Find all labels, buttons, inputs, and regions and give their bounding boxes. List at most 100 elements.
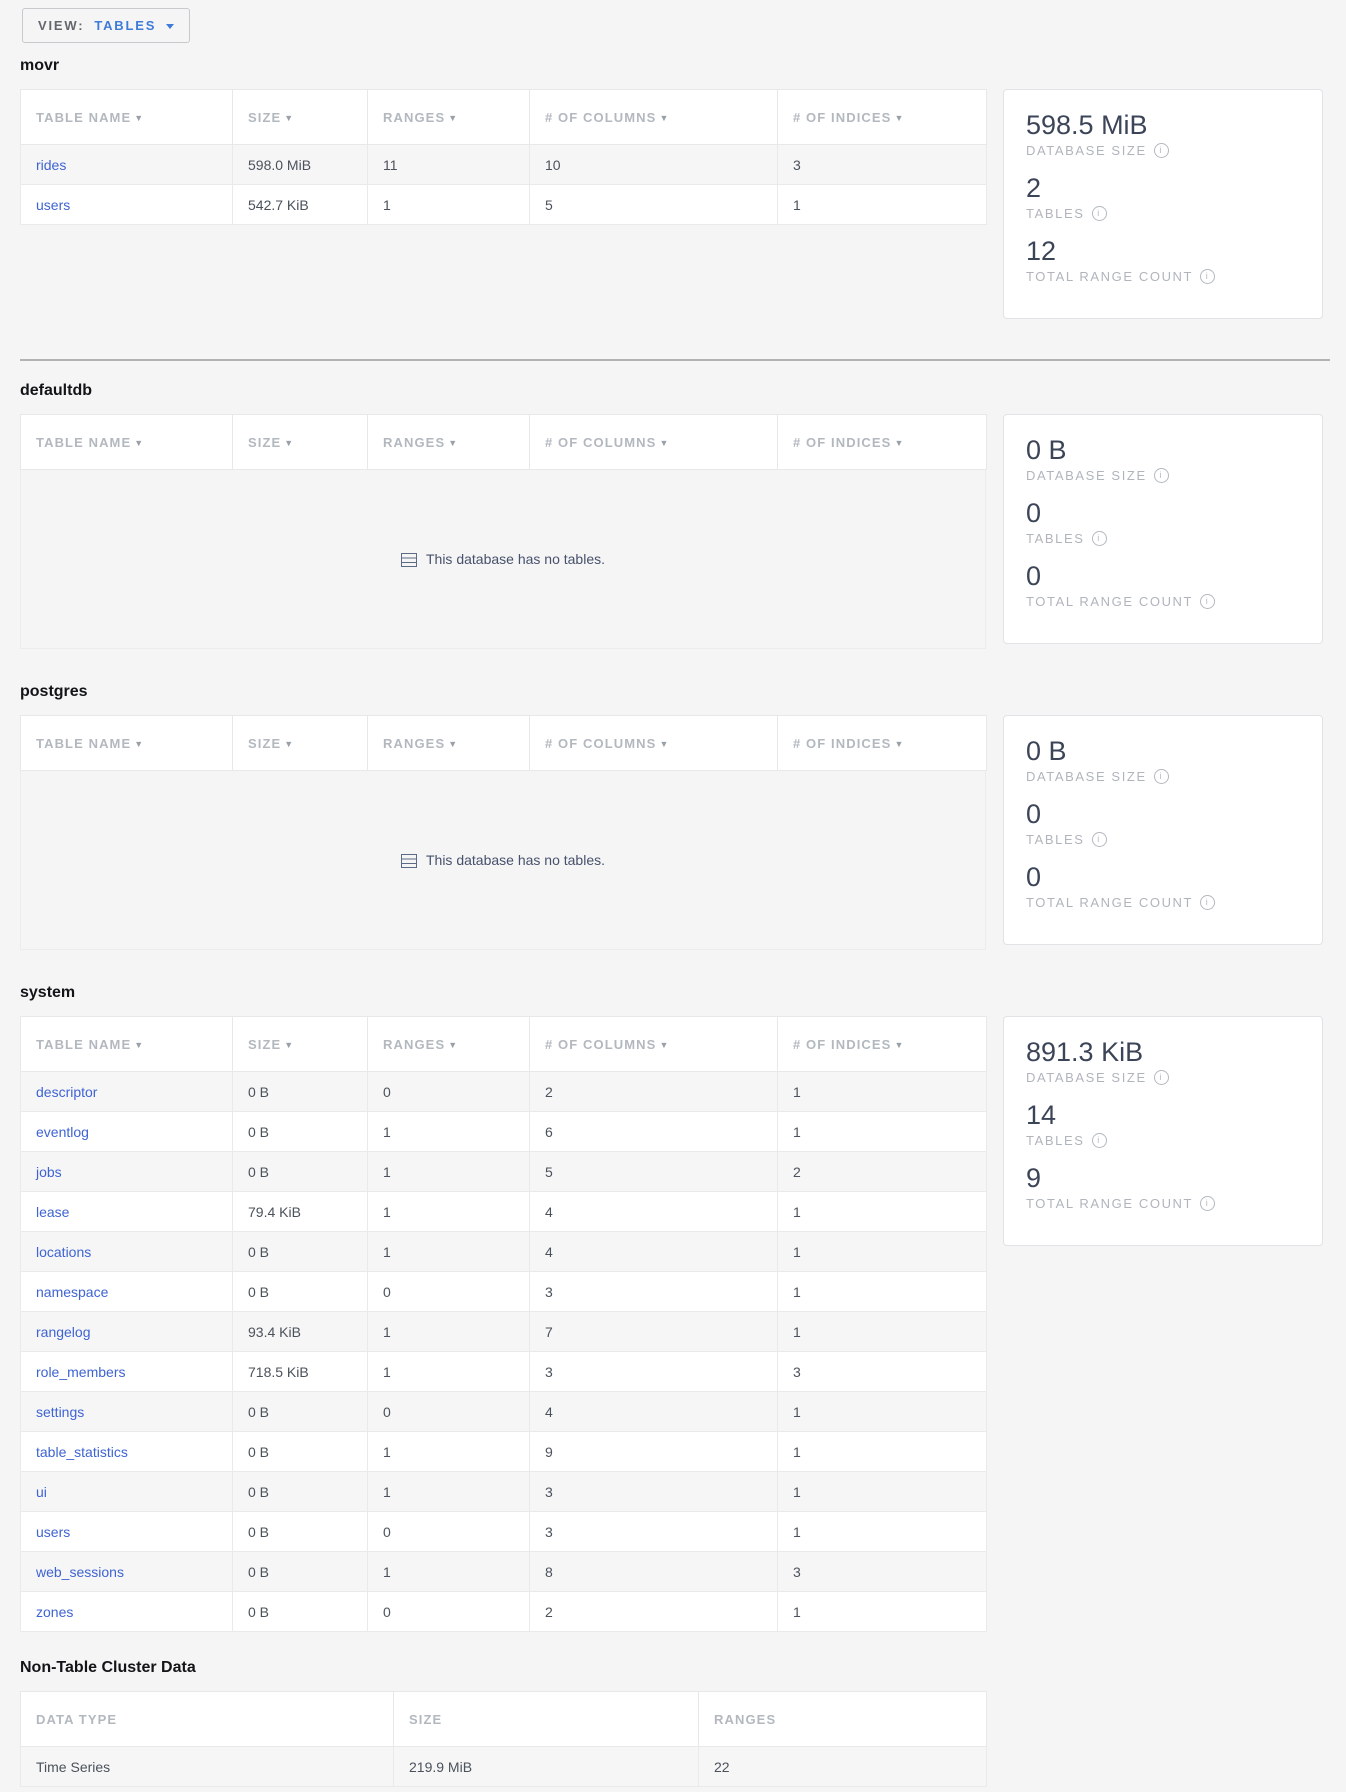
cell-value: 2 (545, 1083, 553, 1100)
table-name-link[interactable]: descriptor (36, 1083, 98, 1100)
data-table: TABLE NAME ▼ SIZE ▼ RANGES ▼ # OF COLUMNS ▼ # OF… (20, 715, 987, 771)
sort-caret-icon: ▼ (284, 437, 295, 448)
info-icon[interactable]: i (1200, 895, 1216, 910)
table-row: eventlog 0 B 1 6 1 (20, 1111, 987, 1152)
table-cell: locations (20, 1231, 233, 1272)
info-icon[interactable]: i (1153, 1070, 1169, 1085)
table-name-link[interactable]: users (36, 1523, 71, 1540)
table-name-link[interactable]: rangelog (36, 1323, 91, 1340)
table-name-link[interactable]: namespace (36, 1283, 109, 1300)
table-name-link[interactable]: lease (36, 1203, 70, 1220)
view-dropdown[interactable]: VIEW: TABLES (22, 8, 191, 43)
column-header-ranges[interactable]: RANGES ▼ (367, 715, 530, 771)
column-header-ranges[interactable]: RANGES ▼ (367, 89, 530, 145)
table-name-link[interactable]: role_members (36, 1363, 126, 1380)
total-range-count-label: TOTAL RANGE COUNT i (1026, 1196, 1300, 1211)
info-icon[interactable]: i (1153, 143, 1169, 158)
database-size-label: DATABASE SIZE i (1026, 1070, 1300, 1085)
tables-count-label-text: TABLES (1026, 531, 1085, 546)
column-header-label: TABLE NAME (36, 434, 132, 450)
table-name-link[interactable]: ui (36, 1483, 47, 1500)
column-header-ranges[interactable]: RANGES ▼ (367, 414, 530, 470)
table-cell: jobs (20, 1151, 233, 1192)
table-cell: 1 (777, 1511, 987, 1552)
info-icon[interactable]: i (1091, 832, 1107, 847)
column-header-label: TABLE NAME (36, 1036, 132, 1052)
column-header-table-name[interactable]: TABLE NAME ▼ (20, 414, 233, 470)
table-name-link[interactable]: users (36, 196, 71, 213)
table-name-link[interactable]: locations (36, 1243, 92, 1260)
table-name-link[interactable]: jobs (36, 1163, 62, 1180)
database-size-label: DATABASE SIZE i (1026, 468, 1300, 483)
info-icon[interactable]: i (1091, 206, 1107, 221)
table-name-link[interactable]: zones (36, 1603, 74, 1620)
cell-value: 0 B (248, 1603, 270, 1620)
column-header-size[interactable]: SIZE ▼ (232, 1016, 368, 1072)
info-icon[interactable]: i (1153, 769, 1169, 784)
cell-value: 0 B (248, 1563, 270, 1580)
cell-value: 22 (714, 1758, 730, 1775)
table-name-link[interactable]: eventlog (36, 1123, 89, 1140)
column-header-table-name[interactable]: TABLE NAME ▼ (20, 715, 233, 771)
cell-value: 1 (793, 1083, 801, 1100)
table-name-link[interactable]: rides (36, 156, 67, 173)
table-row: namespace 0 B 0 3 1 (20, 1271, 987, 1312)
table-cell: rides (20, 144, 233, 185)
sort-caret-icon: ▼ (448, 738, 459, 749)
empty-state-message: This database has no tables. (425, 852, 605, 868)
sort-caret-icon: ▼ (659, 1039, 670, 1050)
column-header-ranges[interactable]: RANGES ▼ (367, 1016, 530, 1072)
column-header-num-indices[interactable]: # OF INDICES ▼ (777, 414, 987, 470)
cell-value: 1 (793, 1403, 801, 1420)
database-size-stat: 598.5 MiB DATABASE SIZE i (1026, 109, 1300, 158)
column-header-num-indices[interactable]: # OF INDICES ▼ (777, 89, 987, 145)
database-size-label-text: DATABASE SIZE (1026, 1070, 1147, 1085)
info-icon[interactable]: i (1200, 594, 1216, 609)
column-header-label: # OF COLUMNS (545, 434, 657, 450)
column-header-table-name[interactable]: TABLE NAME ▼ (20, 1016, 233, 1072)
table-header-row: TABLE NAME ▼ SIZE ▼ RANGES ▼ # OF COLUMNS ▼ # OF… (20, 715, 987, 771)
table-name-link[interactable]: settings (36, 1403, 85, 1420)
column-header-label: # OF INDICES (793, 109, 892, 125)
column-header-num-columns[interactable]: # OF COLUMNS ▼ (529, 715, 778, 771)
info-icon[interactable]: i (1153, 468, 1169, 483)
cell-value: 79.4 KiB (248, 1203, 301, 1220)
cell-value: 1 (793, 1443, 801, 1460)
column-header-num-indices[interactable]: # OF INDICES ▼ (777, 1016, 987, 1072)
info-icon[interactable]: i (1200, 1196, 1216, 1211)
column-header-size[interactable]: SIZE ▼ (232, 89, 368, 145)
table-cell: 3 (777, 1551, 987, 1592)
table-name-link[interactable]: table_statistics (36, 1443, 128, 1460)
column-header-num-columns[interactable]: # OF COLUMNS ▼ (529, 414, 778, 470)
database-size-label-text: DATABASE SIZE (1026, 143, 1147, 158)
table-cell: 9 (529, 1431, 778, 1472)
column-header-size[interactable]: SIZE ▼ (232, 715, 368, 771)
table-cell: 1 (367, 1471, 530, 1512)
column-header-num-indices[interactable]: # OF INDICES ▼ (777, 715, 987, 771)
cell-value: 219.9 MiB (409, 1758, 473, 1775)
info-icon[interactable]: i (1200, 269, 1216, 284)
info-icon[interactable]: i (1091, 531, 1107, 546)
cell-value: 7 (545, 1323, 553, 1340)
cell-value: 1 (793, 1243, 801, 1260)
sort-caret-icon: ▼ (134, 437, 145, 448)
database-section-postgres: postgres TABLE NAME ▼ SIZE ▼ RANGES ▼ # OF COLU… (20, 683, 1330, 950)
database-size-value: 0 B (1026, 435, 1067, 465)
table-cell: 0 B (232, 1511, 368, 1552)
table-cell: web_sessions (20, 1551, 233, 1592)
sort-caret-icon: ▼ (134, 738, 145, 749)
table-cell: 1 (367, 1351, 530, 1392)
column-header-num-columns[interactable]: # OF COLUMNS ▼ (529, 89, 778, 145)
column-header-num-columns[interactable]: # OF COLUMNS ▼ (529, 1016, 778, 1072)
non-table-cluster-data-table: DATA TYPE SIZE RANGES Time Series 219.9 MiB 2… (20, 1691, 987, 1787)
column-header-table-name[interactable]: TABLE NAME ▼ (20, 89, 233, 145)
table-name-link[interactable]: web_sessions (36, 1563, 124, 1580)
table-cell: 7 (529, 1311, 778, 1352)
database-sections: movr TABLE NAME ▼ SIZE ▼ RANGES ▼ # OF COLUMNS ▼… (20, 57, 1330, 1632)
column-header-label: RANGES (383, 1036, 446, 1052)
cell-value: 0 B (248, 1403, 270, 1420)
column-header-size[interactable]: SIZE ▼ (232, 414, 368, 470)
total-range-count-value: 9 (1026, 1163, 1042, 1193)
info-icon[interactable]: i (1091, 1133, 1107, 1148)
column-header-data-type: DATA TYPE (20, 1691, 394, 1747)
